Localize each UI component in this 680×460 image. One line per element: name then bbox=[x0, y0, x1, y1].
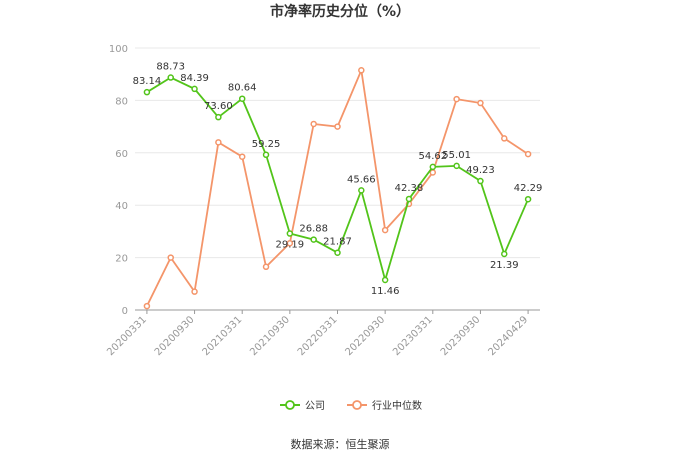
data-point bbox=[453, 162, 460, 170]
x-tick-label: 20220930 bbox=[343, 314, 387, 358]
legend-label: 公司 bbox=[305, 401, 325, 412]
data-point bbox=[501, 250, 508, 258]
data-point bbox=[215, 113, 222, 121]
data-point bbox=[262, 263, 270, 271]
data-label: 26.88 bbox=[299, 224, 328, 235]
data-label: 45.66 bbox=[347, 174, 376, 185]
data-label: 88.73 bbox=[156, 62, 185, 73]
data-point bbox=[286, 230, 294, 237]
x-tick-label: 20230930 bbox=[439, 314, 483, 358]
y-tick-label: 100 bbox=[109, 44, 128, 55]
data-label: 49.23 bbox=[466, 165, 495, 176]
data-point bbox=[429, 163, 437, 171]
data-point bbox=[334, 123, 341, 130]
data-point bbox=[143, 302, 151, 310]
y-tick-label: 80 bbox=[115, 96, 128, 107]
data-point bbox=[405, 195, 413, 203]
data-point bbox=[215, 139, 222, 146]
data-label: 29.19 bbox=[276, 240, 305, 251]
data-point bbox=[191, 288, 198, 295]
source-note: 数据来源：恒生聚源 bbox=[291, 437, 390, 451]
data-point bbox=[238, 95, 246, 102]
x-tick-label: 20230331 bbox=[391, 314, 435, 358]
data-point bbox=[501, 135, 508, 142]
data-point bbox=[358, 67, 365, 74]
data-label: 42.29 bbox=[514, 183, 543, 194]
data-point bbox=[191, 85, 198, 93]
grid-layer bbox=[135, 47, 540, 259]
data-point bbox=[381, 226, 389, 234]
x-tick-label: 20200930 bbox=[153, 314, 197, 358]
y-tick-label: 60 bbox=[115, 149, 128, 160]
data-point bbox=[167, 74, 174, 81]
data-point bbox=[453, 95, 460, 103]
y-tick-label: 40 bbox=[115, 201, 128, 212]
legend: 公司 行业中位数 bbox=[280, 399, 422, 412]
x-tick-label: 20220331 bbox=[296, 314, 340, 358]
data-label: 21.39 bbox=[490, 260, 519, 271]
data-point bbox=[238, 153, 246, 160]
data-label: 73.60 bbox=[204, 101, 233, 112]
data-label: 83.14 bbox=[133, 76, 162, 87]
data-label: 55.01 bbox=[442, 150, 471, 161]
series-layer bbox=[143, 66, 532, 310]
data-point bbox=[262, 151, 270, 159]
y-tick-label: 0 bbox=[122, 306, 128, 317]
legend-label: 行业中位数 bbox=[372, 399, 422, 412]
data-point bbox=[524, 195, 532, 203]
data-label: 21.87 bbox=[323, 237, 352, 248]
data-label: 84.39 bbox=[180, 73, 209, 84]
x-tick-label: 20240429 bbox=[486, 314, 530, 358]
y-tick-label: 20 bbox=[115, 254, 128, 265]
chart-title: 市净率历史分位（%） bbox=[270, 3, 410, 20]
data-point bbox=[310, 236, 317, 243]
x-tick-label: 20200331 bbox=[105, 314, 149, 358]
axis-layer: 0 20 40 60 80 100 20200331 20200930 20210331 2021… bbox=[105, 44, 540, 358]
data-point bbox=[477, 177, 484, 185]
data-point bbox=[358, 187, 365, 194]
legend-marker bbox=[352, 400, 362, 410]
legend-marker bbox=[285, 400, 295, 410]
data-label: 59.25 bbox=[252, 139, 281, 150]
data-point bbox=[524, 150, 532, 158]
data-label: 42.38 bbox=[395, 183, 424, 194]
legend-item: 公司 bbox=[280, 400, 325, 412]
data-label: 80.64 bbox=[228, 83, 257, 94]
legend-item: 行业中位数 bbox=[347, 399, 422, 412]
data-point bbox=[286, 239, 294, 247]
data-point bbox=[310, 120, 317, 128]
data-point bbox=[143, 88, 151, 96]
data-label: 54.62 bbox=[418, 151, 447, 162]
data-label: 11.46 bbox=[371, 286, 400, 297]
x-tick-label: 20210930 bbox=[248, 314, 292, 358]
data-point bbox=[477, 99, 484, 107]
data-point bbox=[334, 249, 341, 256]
data-point bbox=[167, 254, 174, 261]
data-point bbox=[381, 276, 389, 284]
x-tick-label: 20210331 bbox=[201, 314, 245, 358]
